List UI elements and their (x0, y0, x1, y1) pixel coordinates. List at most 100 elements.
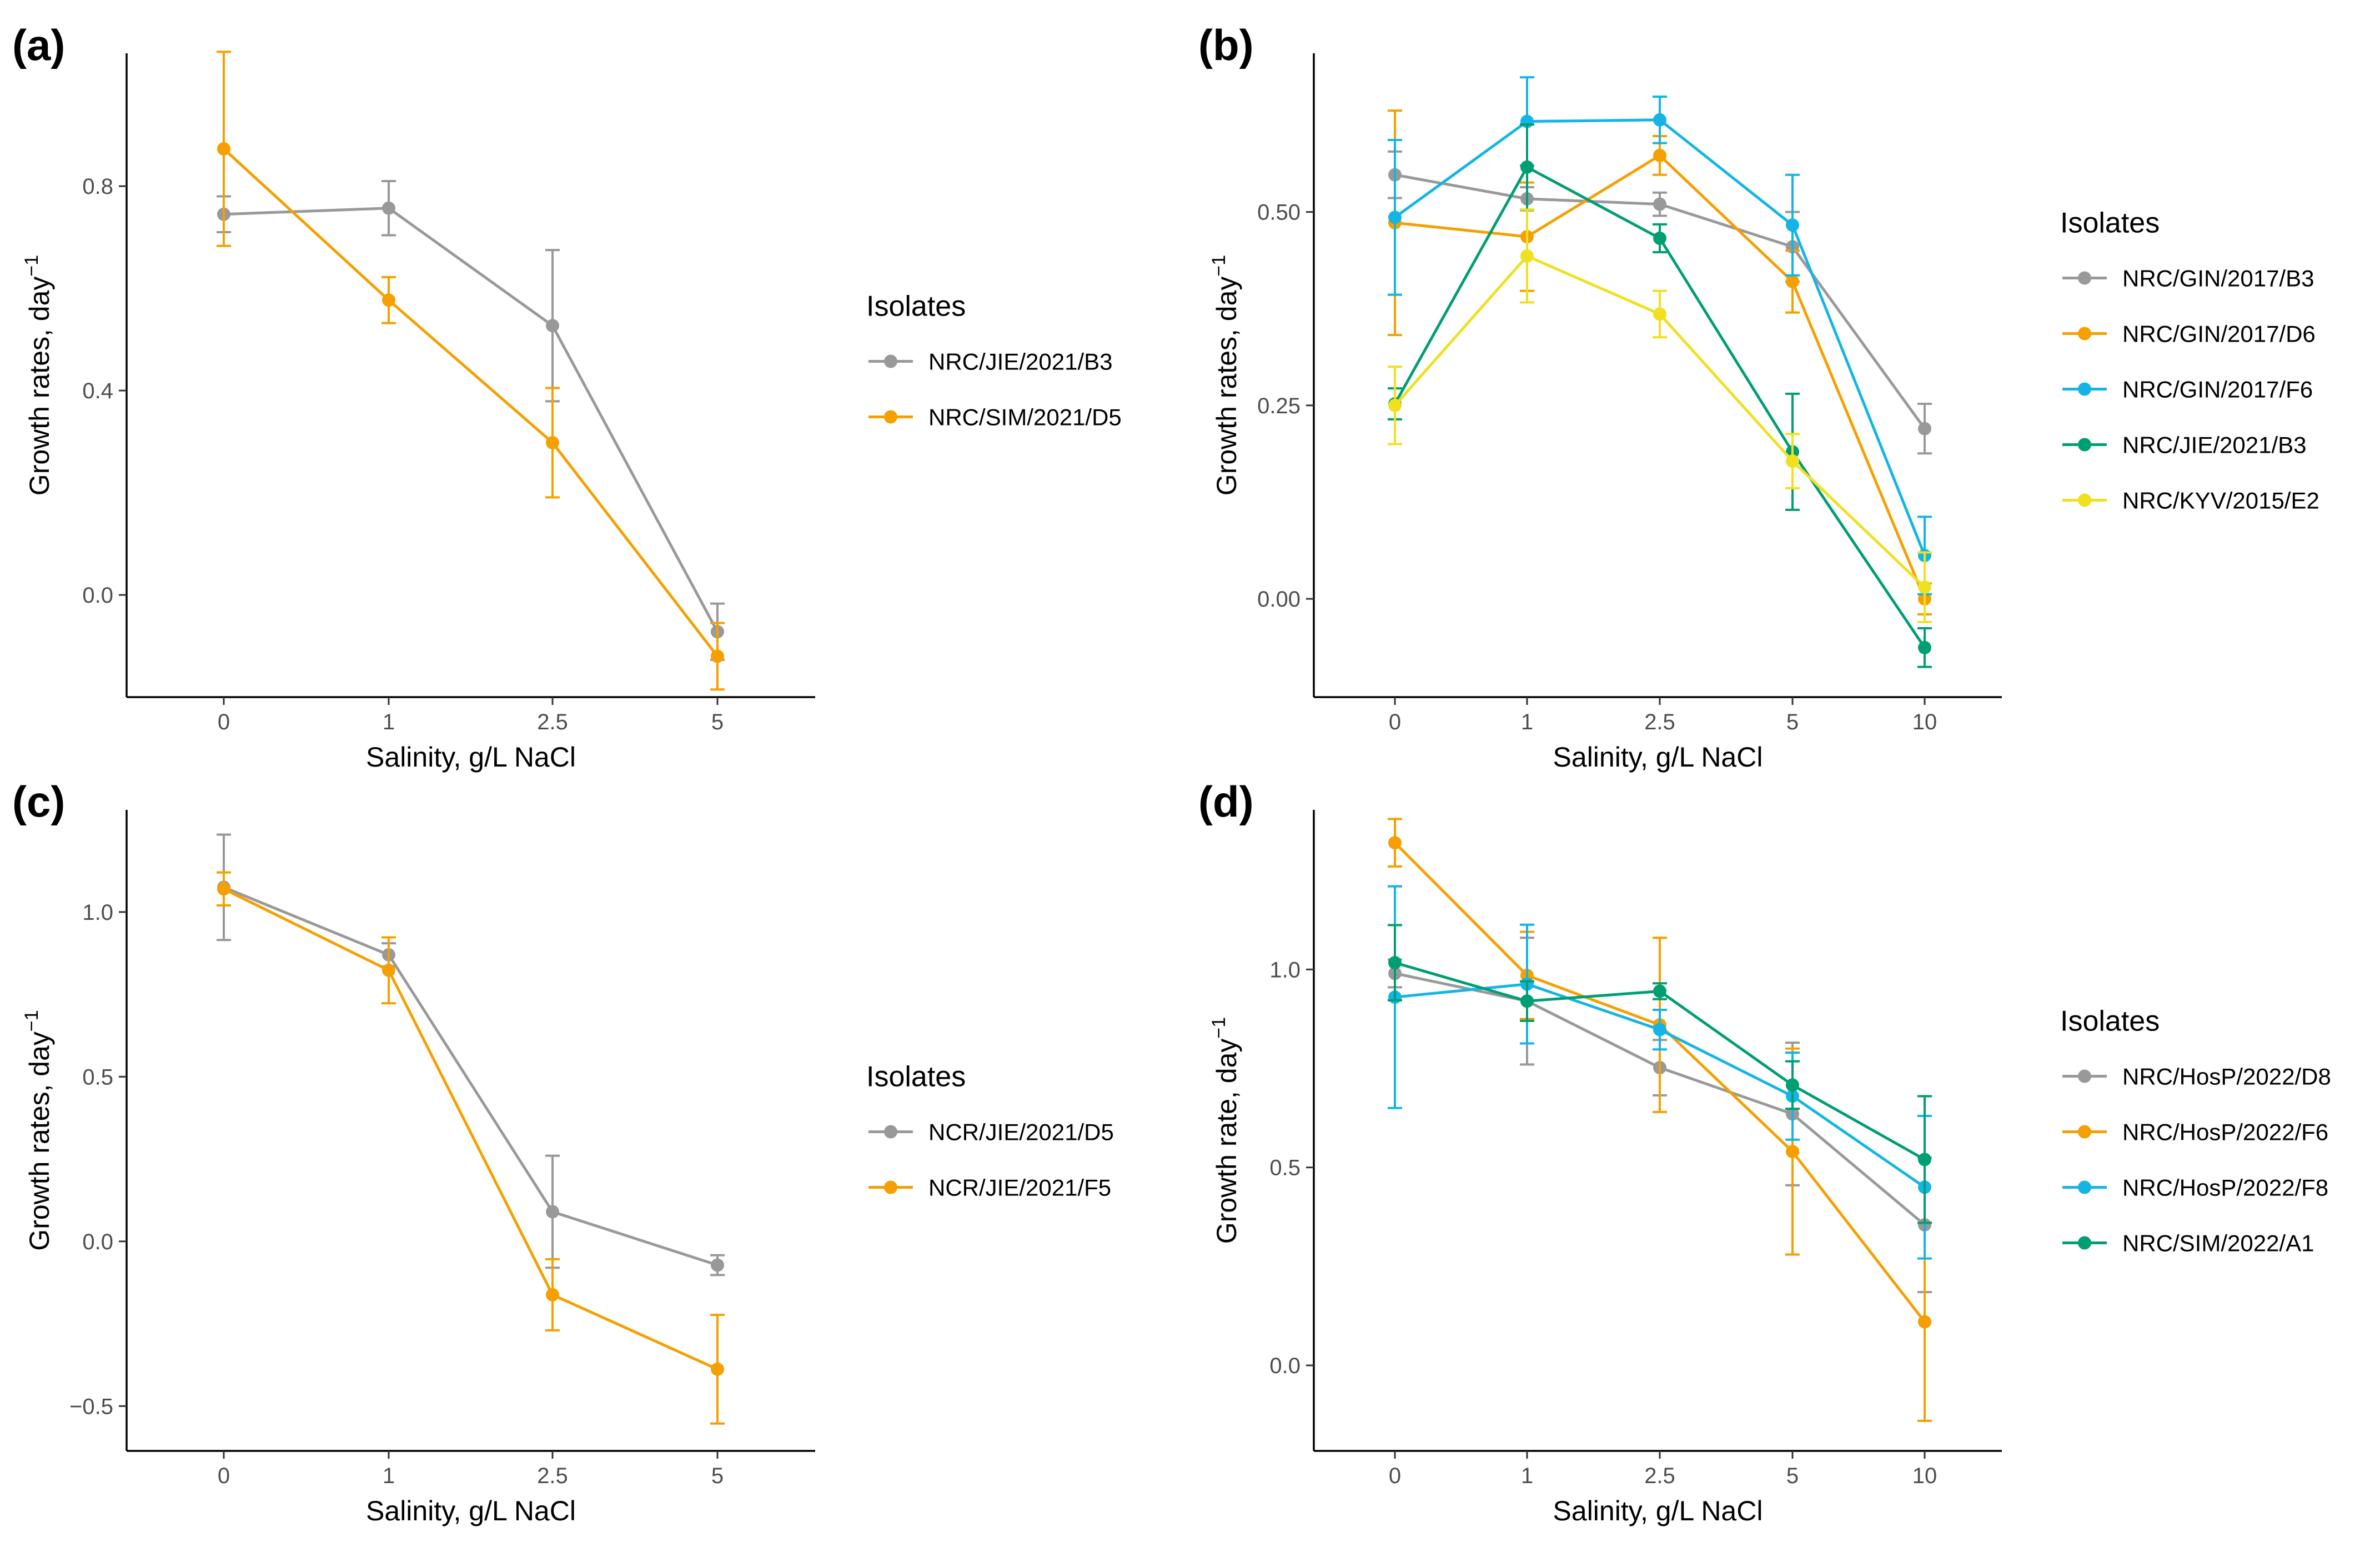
legend-label: NRC/GIN/2017/B3 (2122, 266, 2314, 292)
x-tick-label: 1 (383, 710, 395, 734)
series-ncr-jie-2021-d5 (217, 833, 725, 1276)
series-nrc-hosp-2022-f6 (1388, 818, 1932, 1422)
legend-key-point (2078, 493, 2091, 507)
y-axis-title-superscript: −1 (21, 1010, 42, 1032)
y-axis-title-superscript: −1 (21, 255, 42, 277)
legend: Isolates NRC/GIN/2017/B3 NRC/GIN/2017/D6 NR… (2060, 207, 2319, 514)
legend-label: NRC/GIN/2017/D6 (2122, 321, 2316, 347)
data-point (1653, 1023, 1666, 1037)
y-tick-label: 0.25 (1257, 394, 1301, 418)
series-line (223, 888, 719, 1371)
data-point (546, 1288, 559, 1301)
legend-label: NRC/SIM/2021/D5 (928, 404, 1122, 430)
legend-key-point (2078, 1125, 2091, 1139)
series-ncr-jie-2021-f5 (217, 871, 725, 1425)
x-axis-title: Salinity, g/L NaCl (1553, 742, 1763, 773)
x-tick-label: 0 (1389, 710, 1401, 734)
x-tick-label: 0 (218, 710, 230, 734)
y-tick-label: −0.5 (69, 1394, 113, 1419)
legend: Isolates NRC/HosP/2022/D8 NRC/HosP/2022/F6… (2060, 1005, 2331, 1256)
legend-key-point (884, 410, 897, 424)
x-tick-label: 5 (1786, 1464, 1799, 1488)
data-point (1653, 984, 1666, 998)
x-axis-title: Salinity, g/L NaCl (366, 742, 576, 773)
legend-label: NRC/JIE/2021/B3 (2122, 432, 2307, 458)
data-point (1786, 454, 1799, 468)
panel-label: (a) (12, 21, 65, 69)
y-tick-label: 1.0 (1269, 958, 1301, 982)
y-axis-title: Growth rates, day−1 (21, 1010, 55, 1250)
data-point (1388, 836, 1402, 850)
series-nrc-sim-2022-a1 (1388, 924, 1932, 1224)
data-point (1786, 274, 1799, 288)
data-point (1918, 640, 1931, 654)
x-tick-label: 5 (1786, 710, 1799, 734)
data-point (382, 201, 395, 215)
legend-label: NRC/HosP/2022/F6 (2122, 1119, 2328, 1145)
chart-panel-d: (d) 0.0 0.5 1.0 0 1 2.5 5 10 Salinity, g/L NaCl Gr… (1198, 777, 2331, 1526)
series-line (223, 207, 719, 633)
y-axis-title: Growth rates, day−1 (21, 255, 55, 495)
y-axis-title: Growth rates, day−1 (1208, 255, 1242, 495)
data-point (1388, 211, 1402, 224)
x-tick-label: 2.5 (1644, 1464, 1675, 1488)
chart-panel-a: (a) 0.0 0.4 0.8 0 1 2.5 5 Salinity, g/L NaCl Grow… (12, 21, 1122, 773)
y-axis-title: Growth rate, day−1 (1208, 1017, 1242, 1244)
chart-panel-c: (c) −0.5 0.0 0.5 1.0 0 1 2.5 5 Salinity, g/L NaCl… (12, 777, 1114, 1526)
legend-label: NRC/GIN/2017/F6 (2122, 377, 2313, 403)
legend-key-point (2078, 1069, 2091, 1083)
y-tick-label: 0.0 (1269, 1354, 1301, 1378)
y-tick-label: 0.4 (82, 379, 113, 403)
legend-key-point (2078, 1180, 2091, 1194)
legend-label: NCR/JIE/2021/D5 (928, 1119, 1114, 1145)
legend-label: NRC/SIM/2022/A1 (2122, 1230, 2314, 1256)
data-point (1653, 148, 1666, 162)
x-tick-label: 2.5 (537, 1464, 568, 1488)
legend-title: Isolates (866, 291, 966, 323)
data-point (1520, 994, 1534, 1008)
y-tick-label: 0.5 (1269, 1156, 1301, 1180)
y-tick-label: 0.00 (1257, 587, 1301, 612)
y-axis-title-superscript: −1 (1208, 1017, 1229, 1039)
data-point (382, 963, 395, 977)
x-tick-label: 2.5 (1644, 710, 1675, 734)
legend-key-point (884, 1125, 897, 1139)
data-point (1786, 1078, 1799, 1092)
x-tick-label: 10 (1912, 1464, 1937, 1488)
series-nrc-jie-2021-b3 (217, 179, 725, 661)
data-point (1653, 307, 1666, 321)
data-point (1918, 1153, 1931, 1166)
legend-label: NRC/HosP/2022/F8 (2122, 1175, 2328, 1201)
x-tick-label: 2.5 (537, 710, 568, 734)
data-point (1653, 231, 1666, 245)
y-axis-title-text: Growth rates, day (1211, 277, 1242, 496)
legend: Isolates NRC/JIE/2021/B3 NRC/SIM/2021/D5 (866, 291, 1122, 430)
legend-key-point (2078, 327, 2091, 341)
y-axis-title-text: Growth rates, day (24, 1032, 55, 1251)
y-tick-label: 0.0 (82, 1230, 113, 1254)
data-point (711, 1362, 724, 1376)
y-tick-label: 1.0 (82, 900, 113, 925)
series-nrc-sim-2021-d5 (217, 51, 725, 691)
panel-label: (d) (1198, 777, 1254, 826)
data-point (1520, 160, 1534, 174)
data-point (1918, 1315, 1931, 1329)
legend-title: Isolates (866, 1061, 966, 1093)
x-tick-label: 10 (1912, 710, 1937, 734)
data-point (217, 882, 230, 896)
series-line (223, 886, 718, 1266)
legend-title: Isolates (2060, 1005, 2160, 1038)
x-tick-label: 0 (1389, 1464, 1401, 1488)
x-axis-title: Salinity, g/L NaCl (1553, 1495, 1763, 1526)
y-tick-label: 0.5 (82, 1065, 113, 1089)
x-tick-label: 1 (1521, 710, 1533, 734)
x-tick-label: 5 (711, 1464, 724, 1488)
legend-key-point (2078, 382, 2091, 396)
y-tick-label: 0.0 (82, 583, 113, 608)
data-point (711, 649, 724, 663)
data-point (1918, 422, 1931, 435)
x-tick-label: 1 (1521, 1464, 1533, 1488)
legend-label: NCR/JIE/2021/F5 (928, 1175, 1111, 1201)
y-axis-title-text: Growth rates, day (24, 277, 55, 496)
